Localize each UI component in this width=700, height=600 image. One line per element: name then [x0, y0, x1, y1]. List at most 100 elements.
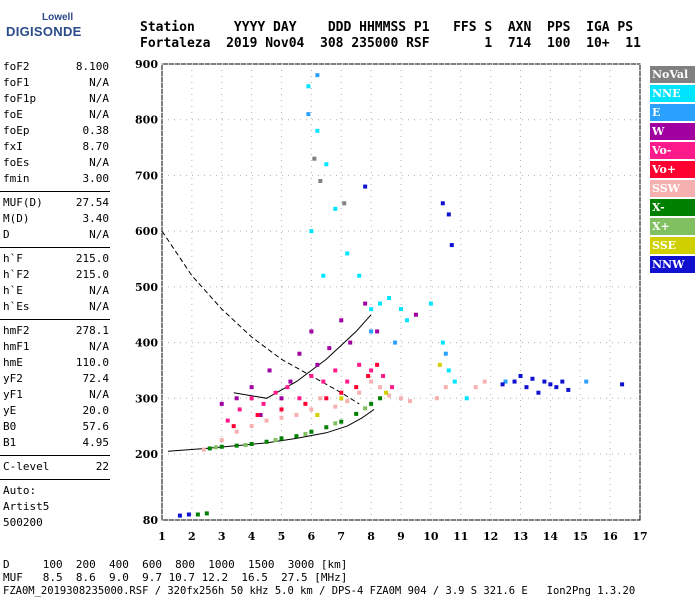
- param-row-fmin: fmin 3.00: [3, 172, 109, 188]
- y-tick-label: 400: [135, 337, 158, 350]
- autoscale-code: 500200: [3, 516, 43, 529]
- x-tick-label: 4: [248, 530, 256, 543]
- param-value: 0.38: [82, 124, 110, 137]
- point-nne: [428, 301, 433, 306]
- point-w: [327, 346, 332, 351]
- y-tick-label: 700: [135, 169, 158, 182]
- logo-digisonde-text: DIGISONDE: [6, 24, 82, 39]
- param-label: foEp: [3, 124, 30, 137]
- param-value: 3.00: [82, 172, 110, 185]
- point-nne: [306, 84, 311, 89]
- point-w: [339, 318, 344, 323]
- point-nnw: [524, 385, 529, 390]
- point-x: [339, 419, 344, 424]
- point-ssw: [434, 396, 439, 401]
- point-w: [297, 351, 302, 356]
- point-w: [267, 368, 272, 373]
- legend-item-vo: Vo-: [650, 142, 695, 159]
- param-value: 27.54: [75, 196, 109, 209]
- point-vo: [321, 379, 326, 384]
- point-nnw: [500, 382, 505, 387]
- point-nnw: [449, 243, 454, 248]
- point-nne: [378, 301, 383, 306]
- point-x: [294, 434, 299, 439]
- point-w: [348, 340, 353, 345]
- param-value: N/A: [89, 284, 109, 297]
- point-vo: [357, 362, 362, 367]
- header-line-values: Fortaleza 2019 Nov04 308 235000 RSF 1 71…: [140, 36, 641, 51]
- point-e: [443, 351, 448, 356]
- x-tick-label: 10: [423, 530, 439, 543]
- point-nnw: [363, 184, 368, 189]
- param-label: foF2: [3, 60, 30, 73]
- point-x: [378, 396, 383, 401]
- point-nnw: [620, 382, 625, 387]
- point-nnw: [554, 385, 559, 390]
- point-nnw: [560, 379, 565, 384]
- point-nnw: [177, 513, 182, 518]
- panel-separator: [0, 479, 110, 480]
- point-w: [288, 379, 293, 384]
- true-height-profile-line: [233, 314, 372, 399]
- param-row-yf1: yF1 N/A: [3, 388, 109, 404]
- param-label: hmF1: [3, 340, 30, 353]
- param-row-he: h`E N/A: [3, 284, 109, 300]
- logo-lowell-text: Lowell: [42, 12, 74, 23]
- param-row-b1: B1 4.95: [3, 436, 109, 452]
- x-tick-label: 5: [278, 530, 286, 543]
- point-vo: [249, 396, 254, 401]
- param-row-md: M(D) 3.40: [3, 212, 109, 228]
- point-x: [249, 441, 254, 446]
- point-ssw: [333, 404, 338, 409]
- point-ssw: [279, 415, 284, 420]
- header-line-labels: Station YYYY DAY DDD HHMMSS P1 FFS S AXN…: [140, 20, 634, 35]
- point-ssw: [378, 385, 383, 390]
- y-tick-label: 900: [135, 58, 158, 71]
- point-e: [503, 379, 508, 384]
- point-x: [207, 446, 212, 451]
- point-x: [333, 421, 338, 426]
- virtual-height-trace-dashed: [161, 230, 360, 405]
- param-value: 215.0: [75, 252, 109, 265]
- point-ssw: [294, 413, 299, 417]
- point-noval: [318, 179, 323, 183]
- x-tick-label: 15: [573, 530, 588, 543]
- param-label: M(D): [3, 212, 30, 225]
- x-tick-label: 11: [453, 530, 468, 543]
- param-label: B0: [3, 420, 17, 433]
- param-value: 278.1: [75, 324, 109, 337]
- point-ssw: [369, 379, 374, 384]
- param-label: yE: [3, 404, 17, 417]
- x-tick-label: 9: [397, 530, 405, 543]
- footer-muf-row: MUF 8.5 8.6 9.0 9.7 10.7 12.2 16.5 27.5 …: [3, 571, 348, 584]
- param-row-ye: yE 20.0: [3, 404, 109, 420]
- point-nne: [324, 162, 329, 167]
- point-vo: [345, 379, 350, 384]
- param-row-b0: B0 57.6: [3, 420, 109, 436]
- point-vo: [333, 368, 338, 373]
- point-x: [324, 425, 329, 430]
- point-vo: [354, 385, 359, 390]
- param-value: 110.0: [75, 356, 109, 369]
- autoscale-label: Auto:: [3, 484, 37, 497]
- param-row-foes: foEs N/A: [3, 156, 109, 172]
- param-label: C-level: [3, 460, 50, 473]
- point-vo: [231, 424, 236, 429]
- legend-item-ssw: SSW: [650, 180, 695, 197]
- echo-points: [177, 73, 625, 518]
- x-tick-label: 17: [632, 530, 647, 543]
- point-nnw: [518, 374, 523, 378]
- point-vo: [237, 407, 242, 412]
- point-e: [306, 112, 311, 117]
- panel-separator: [0, 247, 110, 248]
- x-tick-label: 12: [483, 530, 498, 543]
- param-value: N/A: [89, 76, 109, 89]
- point-w: [315, 362, 320, 367]
- param-value: N/A: [89, 92, 109, 105]
- point-nne: [387, 296, 392, 300]
- param-value: 3.40: [82, 212, 110, 225]
- x-tick-label: 2: [188, 530, 196, 543]
- legend-item-w: W: [650, 123, 695, 140]
- point-vo: [324, 396, 329, 401]
- point-nne: [452, 379, 457, 384]
